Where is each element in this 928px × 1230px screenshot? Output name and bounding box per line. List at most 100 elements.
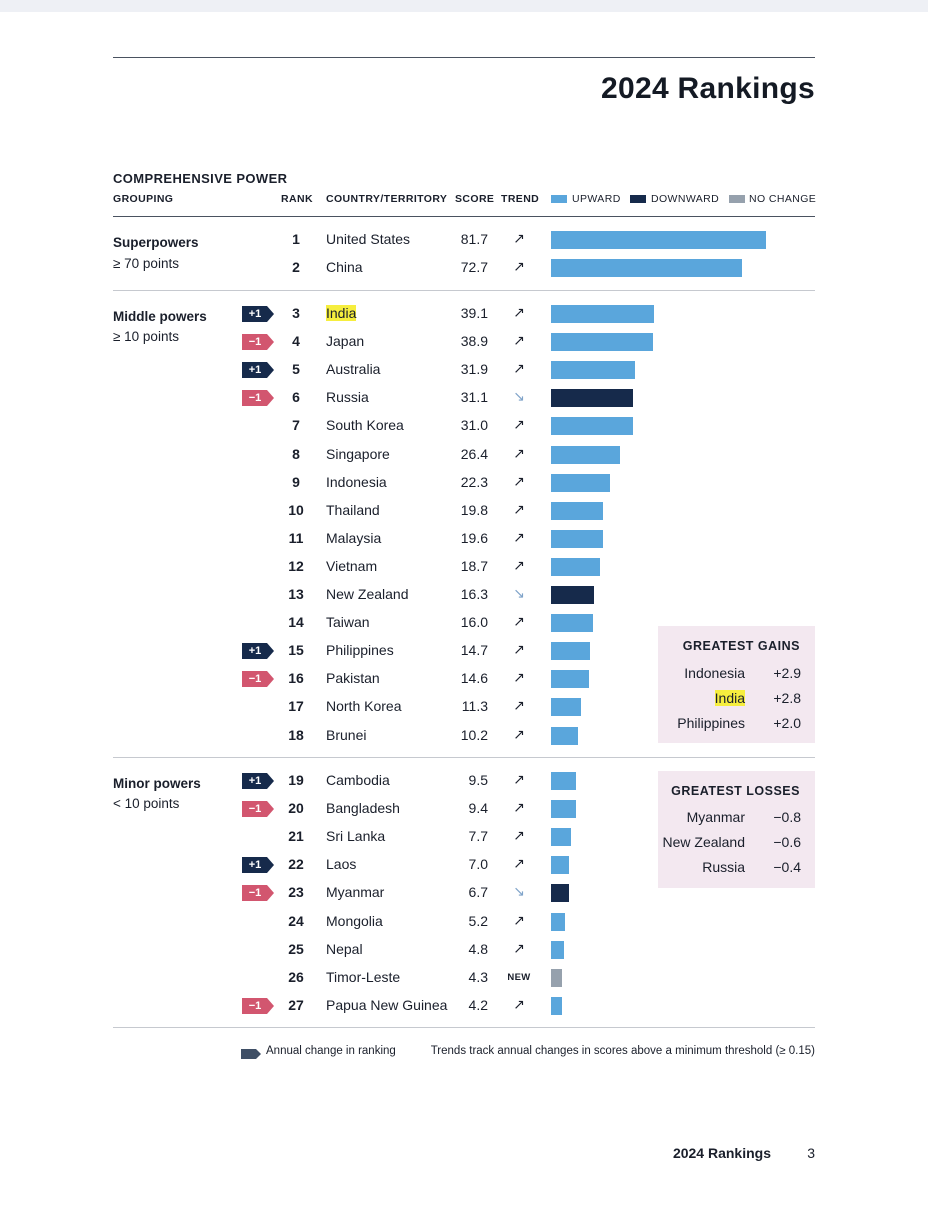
- rank-number: 8: [292, 445, 300, 462]
- score-value: 18.7: [460, 557, 488, 574]
- trend-down-icon: ↘: [513, 883, 525, 900]
- country-name: Russia: [326, 389, 369, 406]
- score-bar: [551, 772, 576, 790]
- country-name: Australia: [326, 361, 381, 378]
- legend-upward-label: UPWARD: [572, 193, 621, 205]
- group-name-superpowers: Superpowers: [113, 235, 199, 250]
- trend-up-icon: ↗: [513, 827, 525, 844]
- trend-up-icon: ↗: [513, 939, 525, 956]
- rank-number: 24: [288, 912, 304, 929]
- rank-change-value: −1: [248, 392, 262, 405]
- trend-up-icon: ↗: [513, 304, 525, 320]
- rank-change-value: −1: [248, 887, 262, 900]
- group-range-minor-powers: < 10 points: [113, 796, 180, 811]
- score-bar: [551, 473, 610, 492]
- table-row: −1 20 Bangladesh 9.4 ↗: [0, 795, 928, 823]
- trend-up-icon: ↗: [513, 613, 525, 630]
- country-name: Myanmar: [326, 884, 385, 901]
- group-range-middle-powers: ≥ 10 points: [113, 329, 179, 344]
- table-row: 14 Taiwan 16.0 ↗: [0, 609, 928, 637]
- table-row: −1 23 Myanmar 6.7 ↘: [0, 879, 928, 907]
- country-name: New Zealand: [326, 586, 409, 602]
- trend-up-icon: ↗: [513, 258, 525, 274]
- trend-new-label: NEW: [507, 971, 531, 983]
- rank-change-value: +1: [248, 308, 262, 320]
- score-bar: [551, 445, 620, 464]
- trend-up-icon: ↗: [513, 995, 525, 1012]
- legend-downward-swatch: [630, 195, 646, 203]
- trend-up-icon: ↗: [513, 444, 525, 461]
- score-bar: [551, 800, 576, 819]
- losses-value: −0.4: [773, 859, 801, 875]
- score-bar: [551, 614, 593, 633]
- score-value: 10.2: [460, 726, 488, 743]
- score-bar: [551, 884, 569, 903]
- rank-number: 21: [288, 828, 304, 845]
- score-bar: [551, 529, 603, 548]
- rank-change-badge: +1: [242, 857, 274, 874]
- group-name-middle-powers: Middle powers: [113, 309, 207, 324]
- group-divider: [113, 757, 815, 758]
- table-row: 8 Singapore 26.4 ↗: [0, 441, 928, 469]
- score-value: 14.6: [460, 670, 488, 687]
- trend-up-icon: ↗: [513, 360, 525, 377]
- rank-number: 3: [292, 305, 300, 321]
- table-row: 25 Nepal 4.8 ↗: [0, 936, 928, 964]
- rank-change-badge: +1: [242, 643, 274, 660]
- rank-number: 15: [288, 642, 304, 659]
- greatest-gains-box: GREATEST GAINS Indonesia +2.9 India +2.8…: [658, 626, 815, 743]
- score-value: 9.5: [468, 772, 488, 788]
- trend-up-icon: ↗: [513, 641, 525, 658]
- table-row: 12 Vietnam 18.7 ↗: [0, 553, 928, 581]
- score-value: 31.1: [460, 389, 488, 406]
- score-value: 4.2: [468, 996, 488, 1013]
- rank-number: 9: [292, 473, 300, 490]
- table-row: 17 North Korea 11.3 ↗: [0, 693, 928, 721]
- table-row: 7 South Korea 31.0 ↗: [0, 412, 928, 440]
- rank-number: 6: [292, 389, 300, 406]
- header-trend: TREND: [501, 193, 540, 205]
- rank-number: 23: [288, 884, 304, 901]
- rank-change-badge: +1: [242, 773, 274, 789]
- trend-up-icon: ↗: [513, 472, 525, 489]
- score-value: 16.3: [460, 586, 488, 602]
- table-row: +1 5 Australia 31.9 ↗: [0, 356, 928, 384]
- gains-value: +2.9: [773, 665, 801, 681]
- table-bottom-rule: [113, 1027, 815, 1028]
- trend-up-icon: ↗: [513, 697, 525, 714]
- score-bar: [551, 586, 594, 604]
- country-name: Bangladesh: [326, 800, 400, 817]
- section-title: COMPREHENSIVE POWER: [113, 171, 288, 186]
- rank-change-value: −1: [248, 999, 262, 1012]
- losses-value: −0.6: [773, 834, 801, 850]
- gains-country: Philippines: [677, 715, 745, 731]
- score-bar: [551, 912, 565, 931]
- country-name: Thailand: [326, 501, 380, 518]
- rank-change-value: −1: [248, 803, 262, 816]
- rank-number: 16: [288, 670, 304, 687]
- rank-number: 10: [288, 501, 304, 518]
- table-row: −1 4 Japan 38.9 ↗: [0, 328, 928, 356]
- country-name: Vietnam: [326, 557, 378, 574]
- rank-change-badge: −1: [242, 997, 274, 1014]
- page-number: 3: [807, 1145, 815, 1161]
- score-value: 31.9: [460, 361, 488, 378]
- losses-value: −0.8: [773, 809, 801, 825]
- rank-change-badge: −1: [242, 885, 274, 902]
- score-bar: [551, 940, 564, 959]
- score-value: 16.0: [460, 614, 488, 631]
- country-name: United States: [326, 231, 411, 247]
- rank-number: 27: [288, 996, 304, 1013]
- table-row: −1 6 Russia 31.1 ↘: [0, 384, 928, 412]
- trend-up-icon: ↗: [513, 416, 525, 433]
- score-bar: [551, 642, 590, 661]
- title-rule: [113, 57, 815, 58]
- rank-number: 7: [292, 417, 300, 434]
- table-row: +1 3 India 39.1 ↗: [0, 300, 928, 328]
- table-row: 13 New Zealand 16.3 ↘: [0, 581, 928, 609]
- score-value: 9.4: [468, 800, 488, 817]
- footer-title: 2024 Rankings: [672, 1145, 771, 1161]
- score-value: 72.7: [460, 259, 488, 275]
- trend-up-icon: ↗: [513, 500, 525, 517]
- rank-number: 11: [288, 529, 304, 546]
